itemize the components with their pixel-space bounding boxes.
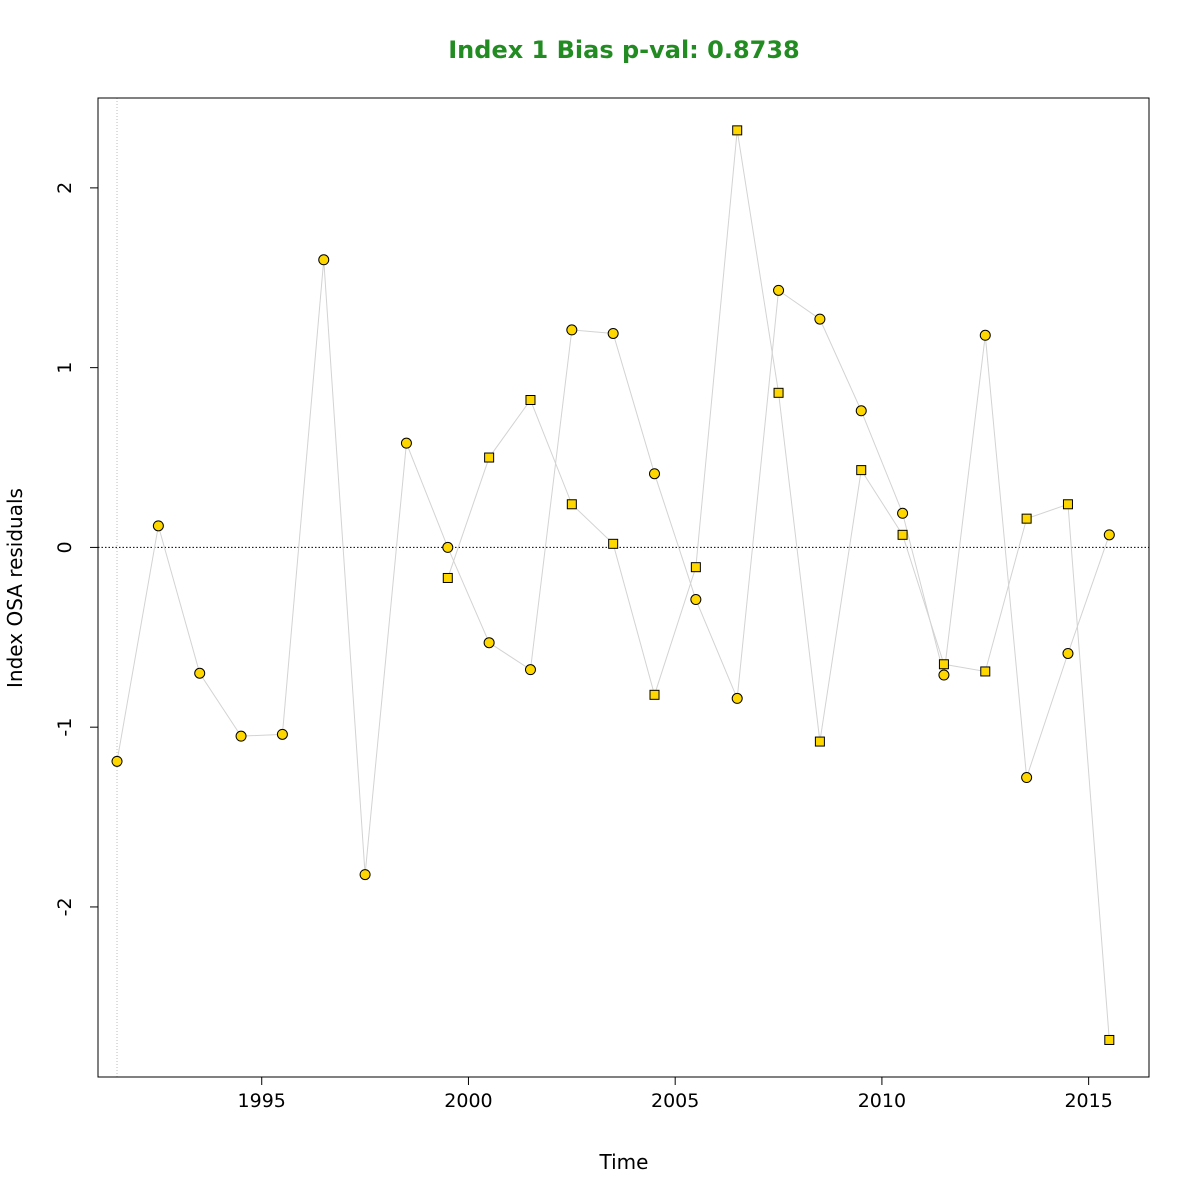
circle-point	[897, 507, 909, 519]
x-tick-label: 2015	[1064, 1090, 1112, 1112]
circle-point	[524, 664, 536, 676]
circle-point	[111, 755, 123, 767]
y-tick-label: 2	[54, 182, 76, 194]
square-point	[814, 736, 825, 747]
square-point	[608, 538, 619, 549]
square-point	[938, 659, 949, 670]
circle-point	[483, 637, 495, 649]
square-point	[690, 562, 701, 573]
square-point	[442, 572, 453, 583]
plot-frame	[97, 97, 1150, 1078]
circle-point	[1062, 647, 1074, 659]
circle-point	[731, 692, 743, 704]
circle-point	[1021, 772, 1033, 784]
data-markers	[111, 125, 1115, 1045]
y-axis: -2 -1 0 1 2	[54, 182, 98, 916]
square-point	[566, 499, 577, 510]
x-tick-label: 2005	[651, 1090, 699, 1112]
square-point	[980, 666, 991, 677]
y-tick-label: -1	[54, 718, 76, 737]
y-tick-label: 1	[54, 362, 76, 374]
x-axis: 1995 2000 2005 2010 2015	[238, 1077, 1113, 1112]
series-connectors	[116, 130, 1110, 1041]
square-point	[1021, 513, 1032, 524]
circle-point	[814, 313, 826, 325]
circle-point	[979, 329, 991, 341]
circle-point	[938, 669, 950, 681]
square-point	[732, 125, 743, 136]
square-point	[649, 689, 660, 700]
square-point	[484, 452, 495, 463]
square-point	[897, 529, 908, 540]
circle-point	[607, 327, 619, 339]
series-1-connector	[116, 259, 1110, 875]
circle-point	[235, 730, 247, 742]
circle-point	[566, 324, 578, 336]
square-point	[1104, 1034, 1115, 1045]
circle-point	[400, 437, 412, 449]
circle-point	[276, 728, 288, 740]
y-tick-label: 0	[54, 541, 76, 553]
circle-point	[359, 869, 371, 881]
circle-point	[442, 541, 454, 553]
x-tick-label: 2010	[858, 1090, 906, 1112]
reference-lines	[98, 98, 1149, 1077]
circle-point	[1103, 529, 1115, 541]
circle-point	[649, 468, 661, 480]
square-point	[856, 465, 867, 476]
circle-point	[194, 667, 206, 679]
y-axis-label: Index OSA residuals	[3, 488, 27, 688]
square-point	[1062, 499, 1073, 510]
circle-point	[690, 594, 702, 606]
y-tick-label: -2	[54, 897, 76, 916]
x-tick-label: 2000	[444, 1090, 492, 1112]
square-point	[773, 387, 784, 398]
circle-point	[318, 254, 330, 266]
x-tick-label: 1995	[238, 1090, 286, 1112]
x-axis-label: Time	[599, 1150, 649, 1174]
circle-point	[152, 520, 164, 532]
circle-point	[855, 405, 867, 417]
square-point	[525, 395, 536, 406]
series-2-connector	[447, 130, 1110, 1041]
chart-title: Index 1 Bias p-val: 0.8738	[448, 36, 800, 64]
circle-point	[773, 284, 785, 296]
